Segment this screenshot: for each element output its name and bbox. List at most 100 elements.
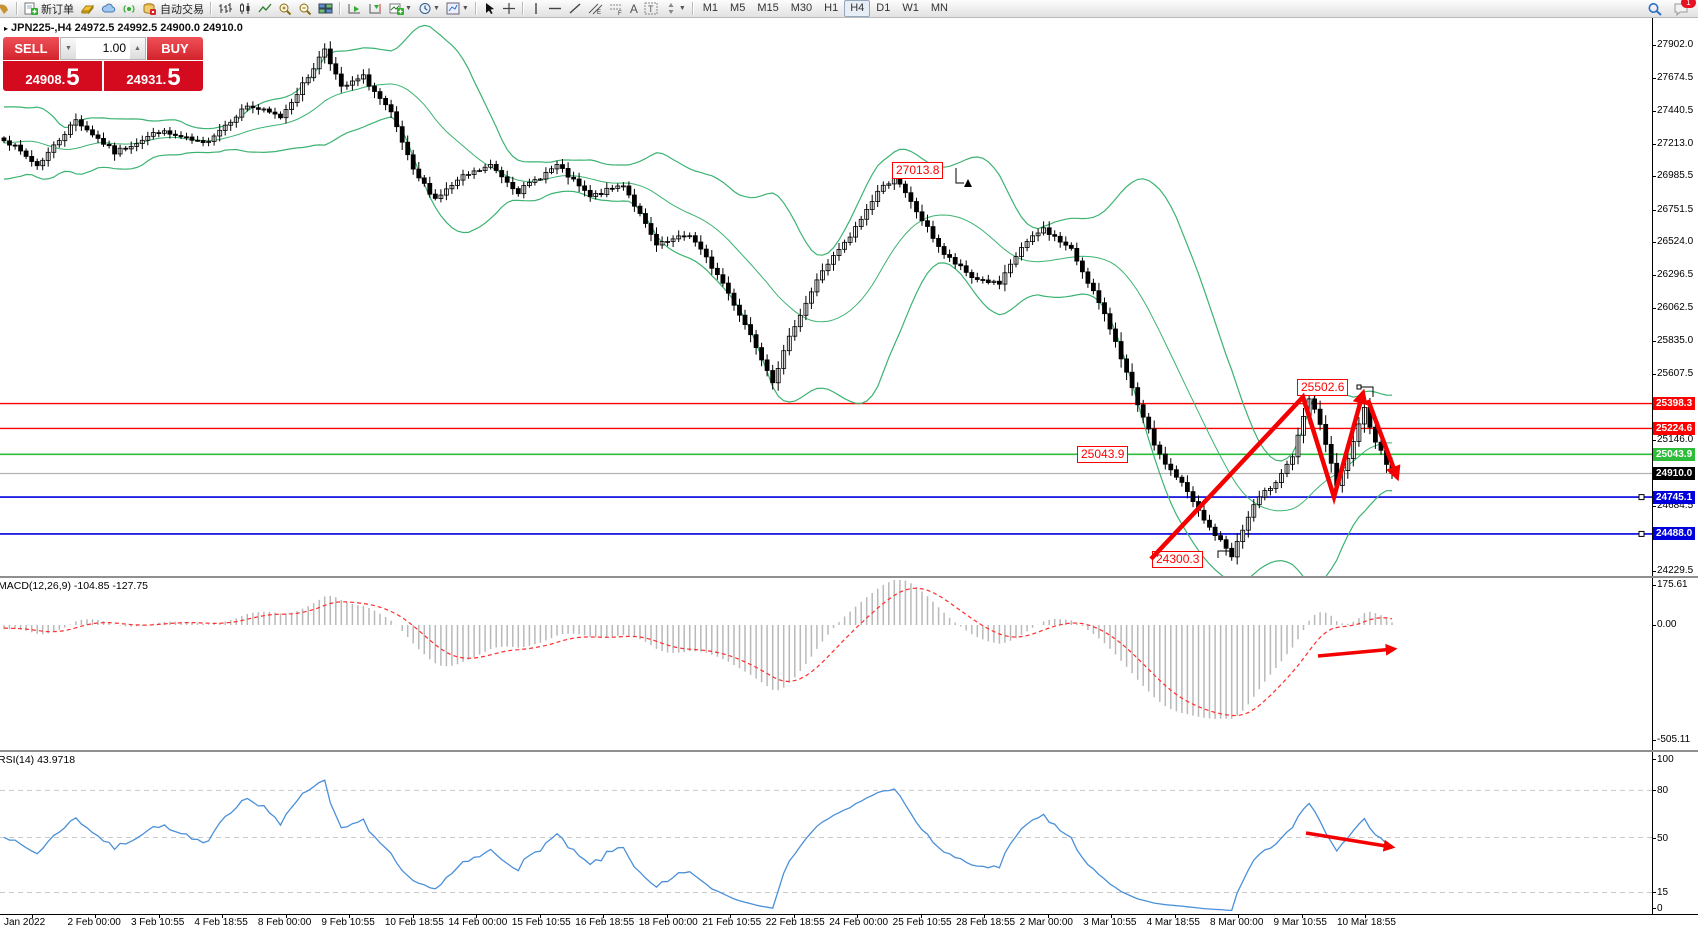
macd-label: MACD(12,26,9) -104.85 -127.75 [0,580,148,592]
caret-down-icon: ▼ [678,5,686,12]
time-axis-label: 8 Feb 00:00 [257,917,312,928]
price-axis-label: 27902.0 [1657,39,1694,51]
timeframe-bar: M1 M5 M15 M30 H1 H4 D1 W1 MN [697,0,954,17]
rsi-scale-label: 100 [1657,754,1674,765]
timeframe-M5[interactable]: M5 [730,2,746,14]
notifications-icon[interactable]: 1 [1670,0,1696,16]
zoom-in-icon[interactable] [275,1,295,16]
new-chart-dropdown[interactable]: ▼ [386,1,415,16]
cursor-tool[interactable] [480,1,499,16]
price-axis-label: 24229.5 [1657,564,1694,576]
time-axis-tick [920,914,922,918]
price-axis-tick [1652,373,1656,375]
buy-button[interactable]: BUY [147,37,203,60]
auto-scroll-icon[interactable] [344,1,365,16]
rsi-indicator-canvas[interactable] [0,752,1652,914]
price-axis-label: 27213.0 [1657,137,1694,149]
timeframe-M15[interactable]: M15 [757,2,779,14]
price-axis-label: 25607.5 [1657,367,1694,379]
price-axis-tick [1652,274,1656,276]
text-tool[interactable]: A [629,1,638,16]
price-axis-tick [1652,209,1656,211]
equidistant-channel-tool[interactable]: E [585,1,606,16]
caret-down-icon: ▼ [432,5,440,12]
price-axis-tick [1652,176,1656,178]
price-annotation[interactable]: 24300.3 [1152,551,1204,568]
volume-decrease-button[interactable]: ▼ [61,38,76,59]
price-axis-tick [1652,77,1656,79]
timeframe-H1[interactable]: H1 [824,2,839,14]
price-axis-tick [1652,111,1656,113]
text-label-tool[interactable]: T [641,1,661,16]
arrows-dropdown[interactable]: ▼ [661,1,689,16]
timeframe-D1[interactable]: D1 [876,2,891,14]
time-axis-label: 9 Mar 10:55 [1273,917,1327,928]
time-axis-tick [857,914,859,918]
search-icon[interactable] [1644,1,1666,16]
time-axis-tick [412,914,414,918]
cloud-icon[interactable] [98,1,119,16]
pane-separator[interactable] [0,750,1698,752]
vertical-line-tool[interactable] [527,1,545,16]
horizontal-line-tool[interactable] [545,1,565,16]
chart-shift-icon[interactable] [365,1,386,16]
price-axis-label: 25835.0 [1657,335,1694,347]
symbol-marker-icon: ▸ [4,24,9,33]
crosshair-tool[interactable] [499,1,519,16]
auto-trading-label: 自动交易 [160,3,204,16]
symbol-info: ▸ JPN225-,H4 24972.5 24992.5 24900.0 2491… [4,22,243,34]
gold-icon[interactable] [77,1,98,16]
price-tag: 24910.0 [1653,466,1696,480]
pane-separator[interactable] [0,576,1698,578]
time-axis-tick [158,914,160,918]
price-axis-tick [1652,505,1656,507]
price-tag: 25224.6 [1653,421,1696,435]
price-axis-label: 25146.0 [1657,433,1694,445]
new-order-button[interactable]: 新订单 [21,1,77,16]
tile-windows-icon[interactable] [315,1,336,16]
svg-text:F: F [618,11,622,15]
main-chart-canvas[interactable] [0,17,1652,576]
time-axis-label: 2 Mar 00:00 [1019,917,1073,928]
templates-dropdown[interactable]: ▼ [443,1,472,16]
price-annotation[interactable]: 27013.8 [892,162,944,179]
line-chart-type-icon[interactable] [255,1,275,16]
macd-indicator-canvas[interactable] [0,578,1652,750]
sell-price[interactable]: 24908. 5 [3,61,102,91]
clipped-left-icon[interactable] [0,1,13,16]
fibonacci-tool[interactable]: F [606,1,627,16]
price-axis-label: 26296.5 [1657,268,1694,280]
time-axis-tick [666,914,668,918]
volume-value[interactable]: 1.00 [102,41,126,55]
timeframe-M30[interactable]: M30 [790,2,813,14]
timeframe-H4[interactable]: H4 [844,0,871,17]
rsi-scale-tick [1652,759,1656,760]
time-axis-label: 14 Feb 00:00 [448,917,508,928]
price-annotation[interactable]: 25502.6 [1297,379,1349,396]
price-axis-label: 27440.5 [1657,105,1694,117]
trendline-tool[interactable] [565,1,585,16]
buy-price[interactable]: 24931. 5 [104,61,203,91]
rsi-scale-tick [1652,892,1656,894]
price-annotation[interactable]: 25043.9 [1077,446,1129,463]
rsi-scale-label: 0 [1657,903,1663,914]
candlestick-chart-type-icon[interactable] [235,1,255,16]
time-axis-tick [285,914,287,918]
timeframe-M1[interactable]: M1 [702,2,719,14]
timeframe-W1[interactable]: W1 [902,2,919,14]
time-axis-label: 28 Feb 18:55 [956,917,1016,928]
price-axis-tick [1652,308,1656,310]
time-axis-label: 21 Feb 10:55 [702,917,762,928]
price-axis-tick [1652,242,1656,244]
periods-dropdown[interactable]: ▼ [415,1,443,16]
bar-chart-type-icon[interactable] [215,1,235,16]
signal-icon[interactable] [119,1,139,16]
zoom-out-icon[interactable] [295,1,315,16]
timeframe-MN[interactable]: MN [930,2,948,14]
volume-increase-button[interactable]: ▲ [130,38,145,59]
price-axis-tick [1652,45,1656,47]
auto-trading-button[interactable]: 自动交易 [139,1,207,16]
time-axis-tick [476,914,478,918]
sell-button[interactable]: SELL [3,37,59,60]
